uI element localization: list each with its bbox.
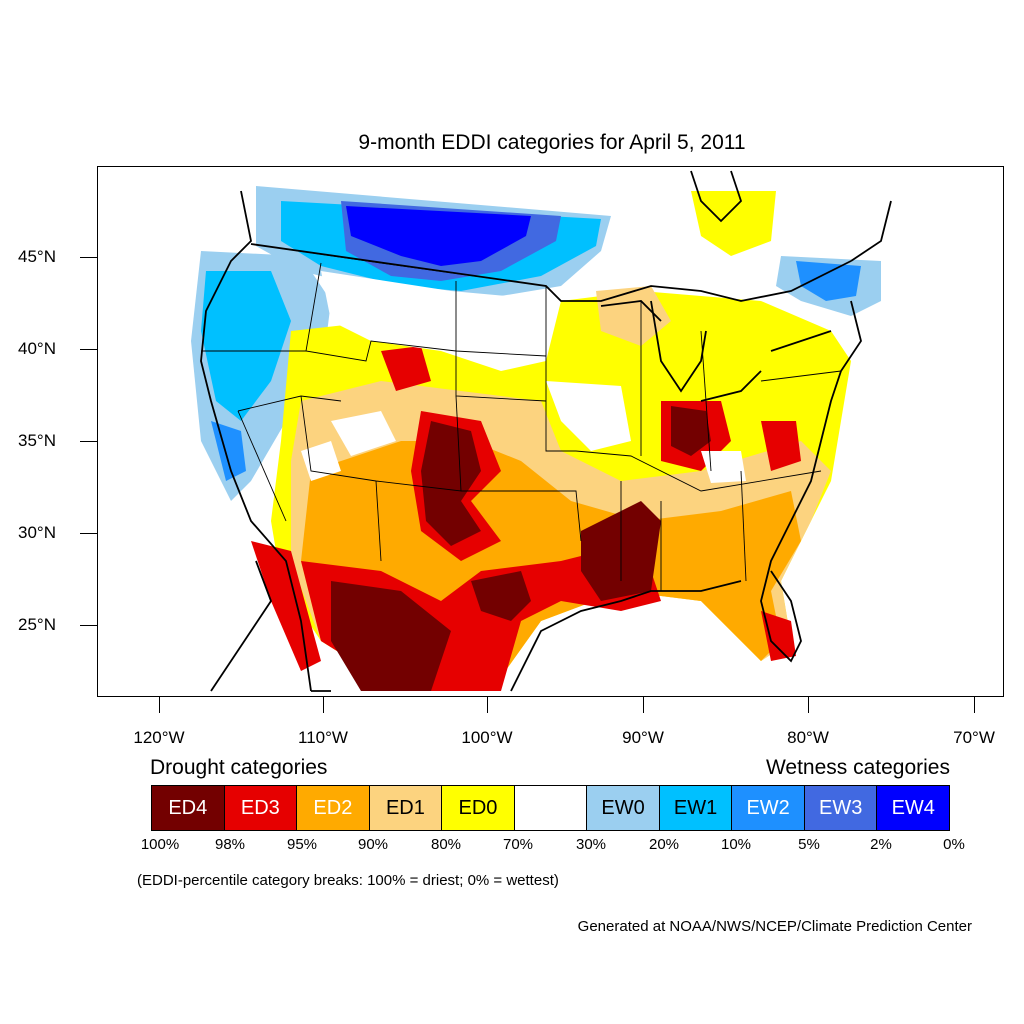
- legend-percentile: 80%: [430, 836, 462, 853]
- lon-tick: [487, 697, 488, 713]
- dry-regions: [251, 286, 851, 691]
- map-title: 9-month EDDI categories for April 5, 201…: [358, 131, 746, 154]
- legend-percentile: 98%: [214, 836, 246, 853]
- credit-line: Generated at NOAA/NWS/NCEP/Climate Predi…: [577, 918, 972, 935]
- lon-tick: [159, 697, 160, 713]
- canada-wet-region: [256, 186, 881, 327]
- eddi-map: [191, 170, 892, 692]
- legend-percentile: 70%: [502, 836, 534, 853]
- legend-swatch-ew1: EW1: [659, 786, 733, 830]
- legend-swatch-ew4: EW4: [877, 786, 950, 830]
- lat-label-30: 30°N: [18, 523, 56, 542]
- legend-percentile: 2%: [870, 836, 892, 853]
- neutral-regions: [301, 271, 746, 483]
- legend-swatch-ed3: ED3: [224, 786, 298, 830]
- legend-swatch-neutral: [514, 786, 588, 830]
- legend-percentile: 30%: [575, 836, 607, 853]
- lon-label-100: 100°W: [461, 728, 513, 747]
- legend-percentile: 90%: [357, 836, 389, 853]
- lon-label-120: 120°W: [133, 728, 185, 747]
- lat-tick: [80, 533, 97, 534]
- lat-label-45: 45°N: [18, 247, 56, 266]
- map-frame: [97, 166, 1004, 697]
- lon-tick: [323, 697, 324, 713]
- legend-swatch-ed0: ED0: [442, 786, 515, 830]
- legend-swatch-ew3: EW3: [804, 786, 878, 830]
- lat-tick: [80, 625, 97, 626]
- lon-tick: [974, 697, 975, 713]
- legend-percentile: 10%: [720, 836, 752, 853]
- lat-tick: [80, 441, 97, 442]
- lat-label-35: 35°N: [18, 431, 56, 450]
- legend-swatch-ed4: ED4: [152, 786, 225, 830]
- coastlines: [200, 170, 892, 692]
- lon-label-80: 80°W: [787, 728, 829, 747]
- legend-wetness-title: Wetness categories: [765, 756, 950, 779]
- legend-swatch-ed1: ED1: [369, 786, 443, 830]
- legend-swatch-ed2: ED2: [297, 786, 370, 830]
- legend-percentile: 100%: [140, 836, 180, 853]
- legend-percentile: 5%: [798, 836, 820, 853]
- legend-colorbar: ED4 ED3 ED2 ED1 ED0 EW0 EW1 EW2 EW3 EW4: [151, 785, 950, 831]
- legend-swatch-ew2: EW2: [732, 786, 805, 830]
- category-breaks-note: (EDDI-percentile category breaks: 100% =…: [137, 872, 559, 889]
- lon-label-70: 70°W: [953, 728, 995, 747]
- lat-label-25: 25°N: [18, 615, 56, 634]
- lon-tick: [808, 697, 809, 713]
- legend-swatch-ew0: EW0: [587, 786, 660, 830]
- lon-label-90: 90°W: [622, 728, 664, 747]
- legend-drought-title: Drought categories: [150, 756, 328, 779]
- lat-tick: [80, 349, 97, 350]
- legend-percentile: 0%: [943, 836, 965, 853]
- legend-percentile: 95%: [286, 836, 318, 853]
- lat-tick: [80, 257, 97, 258]
- lat-label-40: 40°N: [18, 339, 56, 358]
- west-wet-region: [191, 251, 331, 501]
- lon-tick: [643, 697, 644, 713]
- legend-percentile: 20%: [648, 836, 680, 853]
- lon-label-110: 110°W: [298, 728, 348, 747]
